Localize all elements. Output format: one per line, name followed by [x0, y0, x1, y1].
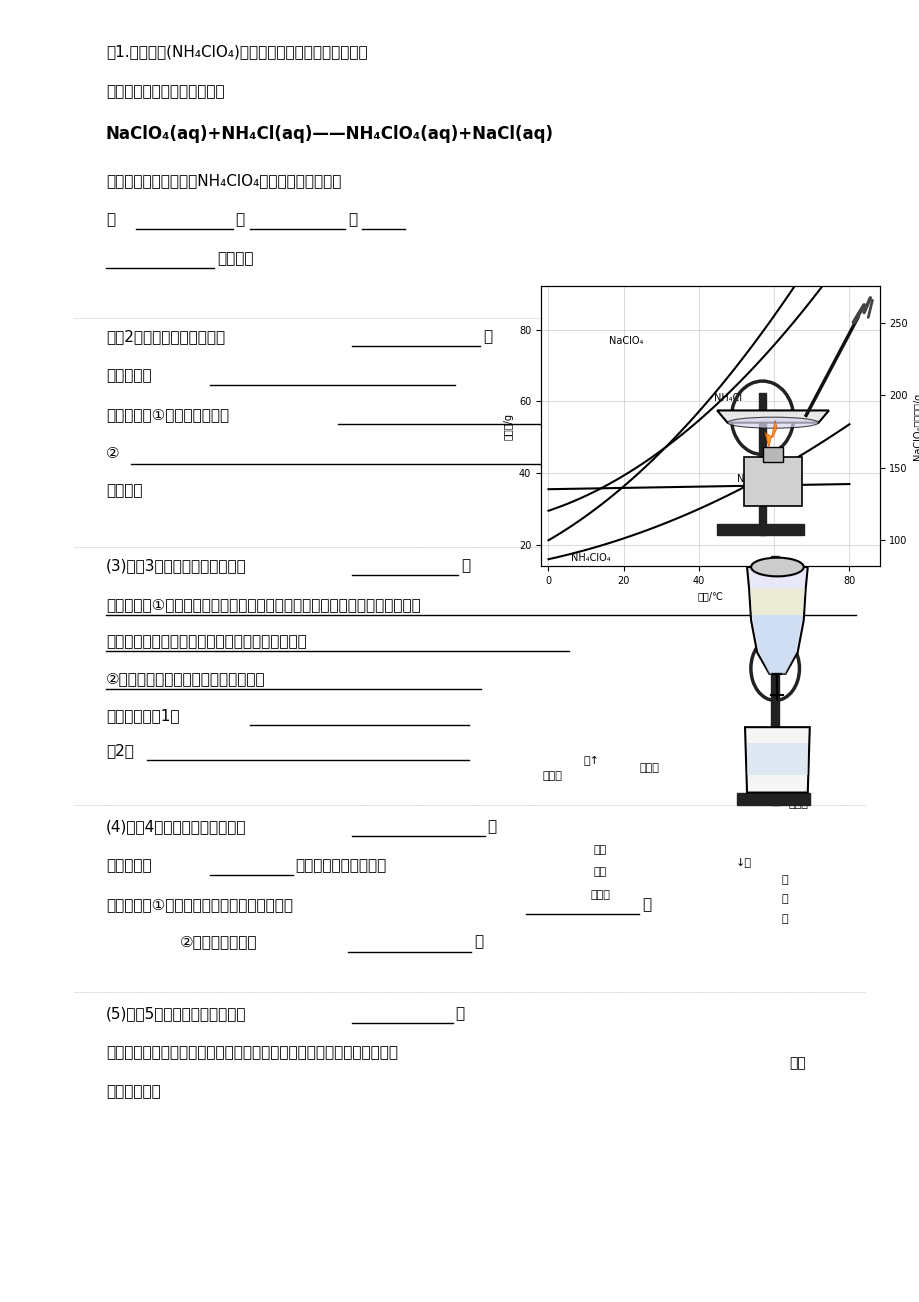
Text: ；: ； — [755, 408, 765, 422]
Text: (4)如图4，方法、装置的名称：: (4)如图4，方法、装置的名称： — [106, 819, 246, 833]
Text: 而不能直: 而不能直 — [755, 447, 792, 461]
Text: 适用范围：①萃取：利用溶质在互不相溶的溶剂里的溶解度不同，用一种溶剂: 适用范围：①萃取：利用溶质在互不相溶的溶剂里的溶解度不同，用一种溶剂 — [106, 598, 420, 612]
Text: ②分液：两种液体互不相溶且易分层。: ②分液：两种液体互不相溶且易分层。 — [106, 672, 266, 686]
Text: NaCl: NaCl — [736, 474, 758, 484]
Text: 冷凝管: 冷凝管 — [639, 763, 659, 773]
Text: 把溶质从它与另一种溶剂组成的溶液里提取出来；: 把溶质从它与另一种溶剂组成的溶液里提取出来； — [106, 634, 306, 648]
Text: (3)如图3，方法、装置的名称：: (3)如图3，方法、装置的名称： — [106, 559, 246, 573]
Bar — [758, 393, 766, 535]
Text: 蒸馏: 蒸馏 — [593, 845, 606, 855]
Text: 注意事项：①玻璃棒的作用：: 注意事项：①玻璃棒的作用： — [106, 408, 229, 422]
Text: 适用范围：: 适用范围： — [106, 858, 152, 872]
Bar — [746, 743, 807, 775]
Text: NH₄Cl: NH₄Cl — [713, 393, 742, 404]
Text: 。: 。 — [473, 935, 482, 949]
Bar — [743, 457, 801, 506]
Text: 例1.高氯酸铵(NH₄ClO₄)是复合火箭推进剂的重要成分，: 例1.高氯酸铵(NH₄ClO₄)是复合火箭推进剂的重要成分， — [106, 44, 367, 59]
Text: 注意事项：（1）: 注意事项：（1） — [106, 708, 179, 723]
Bar — [762, 447, 783, 462]
Polygon shape — [744, 727, 809, 793]
X-axis label: 温度/℃: 温度/℃ — [697, 591, 722, 602]
Text: 注意事项：①温度计的水银球放在蒸馏烧瓶的: 注意事项：①温度计的水银球放在蒸馏烧瓶的 — [106, 897, 292, 911]
Text: 、: 、 — [347, 212, 357, 227]
Ellipse shape — [750, 557, 803, 577]
Text: NaClO₄(aq)+NH₄Cl(aq)——NH₄ClO₄(aq)+NaCl(aq): NaClO₄(aq)+NH₄Cl(aq)——NH₄ClO₄(aq)+NaCl(a… — [106, 125, 553, 143]
Text: 。: 。 — [482, 329, 492, 344]
Text: 水↑: 水↑ — [583, 756, 598, 767]
Polygon shape — [764, 421, 777, 447]
Ellipse shape — [727, 417, 818, 428]
Text: （2）: （2） — [106, 743, 133, 758]
Text: 。: 。 — [455, 1006, 464, 1021]
Polygon shape — [746, 568, 807, 674]
Text: 为: 为 — [106, 212, 115, 227]
Text: 相差较大的液体混合物: 相差较大的液体混合物 — [295, 858, 386, 872]
Bar — [717, 525, 803, 535]
Text: ②冷却水的方向为: ②冷却水的方向为 — [179, 935, 256, 949]
Text: 适用范围：某种组分易升华的混合物，利用物质升华的性质在加热条件下: 适用范围：某种组分易升华的混合物，利用物质升华的性质在加热条件下 — [106, 1046, 397, 1060]
Text: 器: 器 — [781, 914, 788, 924]
Polygon shape — [752, 615, 802, 674]
Text: 、: 、 — [235, 212, 244, 227]
Text: NH₄ClO₄: NH₄ClO₄ — [571, 553, 610, 562]
Polygon shape — [717, 410, 828, 423]
Text: (5)如图5，方法、装置的名称：: (5)如图5，方法、装置的名称： — [106, 1006, 246, 1021]
Text: 。: 。 — [487, 819, 496, 833]
Text: 酒精灯: 酒精灯 — [590, 891, 610, 901]
Text: 接蒸干。: 接蒸干。 — [106, 483, 142, 497]
Text: 冷水: 冷水 — [789, 1057, 805, 1070]
Text: 分离的方法。: 分离的方法。 — [106, 1085, 161, 1099]
Text: 如图2，方法、装置的名称：: 如图2，方法、装置的名称： — [106, 329, 224, 344]
Text: 。: 。 — [460, 559, 470, 573]
Text: 从混合溶液中获得较多NH₄ClO₄晶体的实验操作依次: 从混合溶液中获得较多NH₄ClO₄晶体的实验操作依次 — [106, 173, 341, 187]
Text: 牛角管: 牛角管 — [788, 799, 808, 810]
Text: 接: 接 — [781, 875, 788, 885]
Text: 适用范围：: 适用范围： — [106, 368, 152, 383]
Polygon shape — [749, 589, 804, 615]
Y-axis label: 溶解度/g: 溶解度/g — [503, 413, 513, 440]
Text: 烧瓶: 烧瓶 — [593, 867, 606, 878]
Text: ；: ； — [641, 897, 651, 911]
Text: 实验室可通过下列反应制取：: 实验室可通过下列反应制取： — [106, 85, 224, 99]
Text: 温度计: 温度计 — [542, 771, 562, 781]
Text: ②: ② — [106, 447, 119, 461]
Text: 、干燥。: 、干燥。 — [217, 251, 254, 266]
Y-axis label: NaClO₄的溶解度/g: NaClO₄的溶解度/g — [913, 393, 919, 460]
Bar — [770, 556, 778, 805]
Text: 收: 收 — [781, 894, 788, 905]
Bar — [736, 793, 809, 805]
Text: NaClO₄: NaClO₄ — [608, 336, 642, 346]
Text: ↓水: ↓水 — [735, 858, 751, 868]
